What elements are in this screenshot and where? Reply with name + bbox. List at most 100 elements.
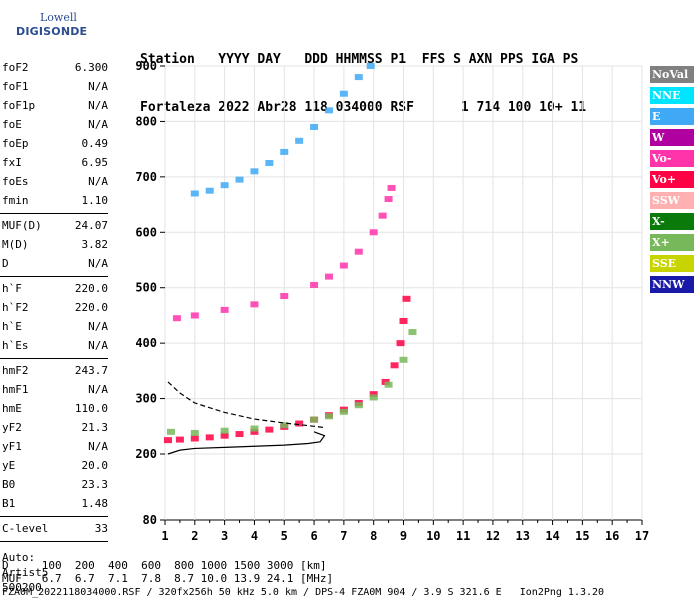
param-row: hmF1 N/A — [2, 380, 108, 399]
data-point — [354, 402, 363, 409]
data-point — [384, 196, 393, 203]
y-tick-label: 900 — [135, 59, 157, 73]
legend-item-vo-: Vo+ — [650, 171, 694, 188]
param-value: N/A — [88, 320, 108, 333]
legend-item-noval: NoVal — [650, 66, 694, 83]
data-point — [166, 428, 175, 435]
param-value: N/A — [88, 118, 108, 131]
param-name: foE — [2, 118, 22, 131]
data-point — [172, 315, 181, 322]
legend-item-nnw: NNW — [650, 276, 694, 293]
data-point — [408, 329, 417, 336]
param-value: 3.82 — [81, 238, 109, 251]
param-value: 21.3 — [81, 421, 109, 434]
param-value: 6.95 — [81, 156, 109, 169]
data-point — [280, 148, 289, 155]
data-point — [339, 408, 348, 415]
x-tick-label: 12 — [486, 529, 500, 543]
param-value: N/A — [88, 339, 108, 352]
data-point — [280, 422, 289, 429]
panel-separator — [0, 213, 108, 214]
param-name: yF2 — [2, 421, 22, 434]
panel-separator — [0, 276, 108, 277]
param-value: 220.0 — [74, 301, 108, 314]
legend-item-e: E — [650, 108, 694, 125]
data-point — [324, 107, 333, 114]
param-name: yF1 — [2, 440, 22, 453]
legend-item-ssw: SSW — [650, 192, 694, 209]
param-name: B0 — [2, 478, 16, 491]
param-row: foEp 0.49 — [2, 134, 108, 153]
param-row: fxI 6.95 — [2, 153, 108, 172]
y-tick-label: 400 — [135, 336, 157, 350]
data-point — [402, 295, 411, 302]
data-point — [310, 281, 319, 288]
param-row: h`Es N/A — [2, 336, 108, 355]
footer-muf-row: MUF 6.7 6.7 7.1 7.8 8.7 10.0 13.9 24.1 [… — [2, 572, 334, 585]
series-line-profile — [167, 431, 326, 455]
data-point — [235, 431, 244, 438]
clevel-value: 33 — [94, 522, 108, 535]
x-tick-label: 4 — [251, 529, 258, 543]
param-row: B0 23.3 — [2, 475, 108, 494]
data-point — [250, 425, 259, 432]
legend-item-vo-: Vo- — [650, 150, 694, 167]
data-point — [295, 420, 304, 427]
legend-item-sse: SSE — [650, 255, 694, 272]
x-tick-label: 5 — [281, 529, 288, 543]
x-tick-label: 13 — [516, 529, 530, 543]
data-point — [190, 435, 199, 442]
param-name: hmF2 — [2, 364, 29, 377]
y-tick-label: 500 — [135, 281, 157, 295]
param-name: foEs — [2, 175, 29, 188]
param-name: fxI — [2, 156, 22, 169]
y-tick-label: 600 — [135, 225, 157, 239]
y-tick-label: 700 — [135, 170, 157, 184]
param-value: 1.48 — [81, 497, 109, 510]
data-point — [369, 394, 378, 401]
data-point — [387, 184, 396, 191]
param-name: MUF(D) — [2, 219, 42, 232]
param-name: D — [2, 257, 9, 270]
param-name: h`Es — [2, 339, 29, 352]
param-row: MUF(D) 24.07 — [2, 216, 108, 235]
autoscaling-note: Artist5 — [2, 566, 49, 579]
legend-item-x-: X- — [650, 213, 694, 230]
param-value: N/A — [88, 80, 108, 93]
param-row: yE 20.0 — [2, 456, 108, 475]
x-tick-label: 10 — [426, 529, 440, 543]
data-point — [220, 427, 229, 434]
legend-item-x-: X+ — [650, 234, 694, 251]
param-value: 6.300 — [74, 61, 108, 74]
param-row: M(D) 3.82 — [2, 235, 108, 254]
data-point — [310, 123, 319, 130]
param-row: foF1 N/A — [2, 77, 108, 96]
lowell-digisonde-logo: Lowell DIGISONDE — [4, 8, 87, 38]
param-row: D N/A — [2, 254, 108, 273]
param-row: hmE 110.0 — [2, 399, 108, 418]
data-point — [339, 262, 348, 269]
data-point — [324, 273, 333, 280]
y-tick-label: 80 — [143, 513, 157, 527]
data-point — [190, 312, 199, 319]
data-point — [250, 428, 259, 435]
data-point — [205, 187, 214, 194]
data-point — [250, 301, 259, 308]
panel-separator — [0, 358, 108, 359]
param-name: foF1 — [2, 80, 29, 93]
param-name: h`F — [2, 282, 22, 295]
param-row: h`E N/A — [2, 317, 108, 336]
param-name: hmE — [2, 402, 22, 415]
data-point — [339, 90, 348, 97]
param-value: N/A — [88, 175, 108, 188]
header-row-labels: Station YYYY DAY DDD HHMMSS P1 FFS S AXN… — [140, 52, 579, 67]
data-point — [235, 176, 244, 183]
param-name: yE — [2, 459, 16, 472]
legend-item-w: W — [650, 129, 694, 146]
x-tick-label: 8 — [370, 529, 377, 543]
data-point — [250, 168, 259, 175]
series-line-virtual-height-model — [167, 381, 324, 428]
param-value: 220.0 — [74, 282, 108, 295]
x-tick-label: 15 — [575, 529, 589, 543]
